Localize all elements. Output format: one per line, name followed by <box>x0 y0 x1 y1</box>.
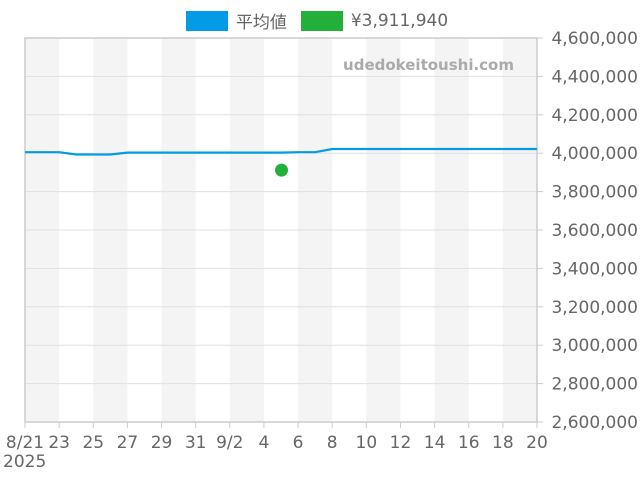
x-tick-label: 27 <box>117 433 139 453</box>
y-tick-label: 3,600,000 <box>551 221 638 241</box>
chart-legend: 平均値 ¥3,911,940 <box>0 8 640 33</box>
x-tick-label: 10 <box>356 433 378 453</box>
x-tick-label: 16 <box>458 433 480 453</box>
x-tick-label: 8/21 <box>6 433 44 453</box>
legend-label-average: 平均値 <box>235 13 287 33</box>
y-tick-label: 2,800,000 <box>551 375 638 395</box>
x-tick-label: 2025 <box>3 452 46 472</box>
legend-swatch-current-price <box>300 10 343 31</box>
x-tick-label: 20 <box>526 433 548 453</box>
x-tick-label: 29 <box>151 433 173 453</box>
y-tick-label: 4,400,000 <box>551 67 638 87</box>
plot-frame <box>24 37 538 423</box>
y-tick-label: 3,400,000 <box>551 259 638 279</box>
legend-label-current-price: ¥3,911,940 <box>350 10 449 31</box>
x-tick-label: 12 <box>390 433 412 453</box>
current-price-points <box>275 163 288 177</box>
watermark: udedokeitoushi.com <box>343 56 514 74</box>
x-tick-label: 14 <box>424 433 446 453</box>
grid-lines <box>25 37 543 423</box>
x-tick-label: 8 <box>327 433 338 453</box>
y-tick-label: 3,000,000 <box>551 336 638 356</box>
y-tick-label: 2,600,000 <box>551 413 638 433</box>
x-tick-label: 18 <box>492 433 514 453</box>
x-tick-label: 9/2 <box>216 433 243 453</box>
y-tick-label: 3,800,000 <box>551 183 638 203</box>
y-tick-label: 4,000,000 <box>551 144 638 164</box>
x-tick-label: 4 <box>259 433 270 453</box>
y-tick-label: 4,200,000 <box>551 106 638 126</box>
legend-item-average[interactable]: 平均値 <box>185 8 287 33</box>
x-tick-label: 31 <box>185 433 207 453</box>
y-tick-label: 3,200,000 <box>551 298 638 318</box>
x-tick-label: 25 <box>82 433 104 453</box>
x-tick-label: 23 <box>48 433 70 453</box>
legend-item-current-price[interactable]: ¥3,911,940 <box>300 10 449 31</box>
average-price-line <box>25 147 537 156</box>
x-tick-label: 6 <box>293 433 304 453</box>
legend-swatch-average <box>185 10 228 31</box>
current-price-point[interactable] <box>275 163 288 177</box>
y-tick-label: 4,600,000 <box>551 29 638 49</box>
y-axis-labels: 4,600,000 4,400,000 4,200,000 4,000,000 3,80… <box>551 29 638 433</box>
